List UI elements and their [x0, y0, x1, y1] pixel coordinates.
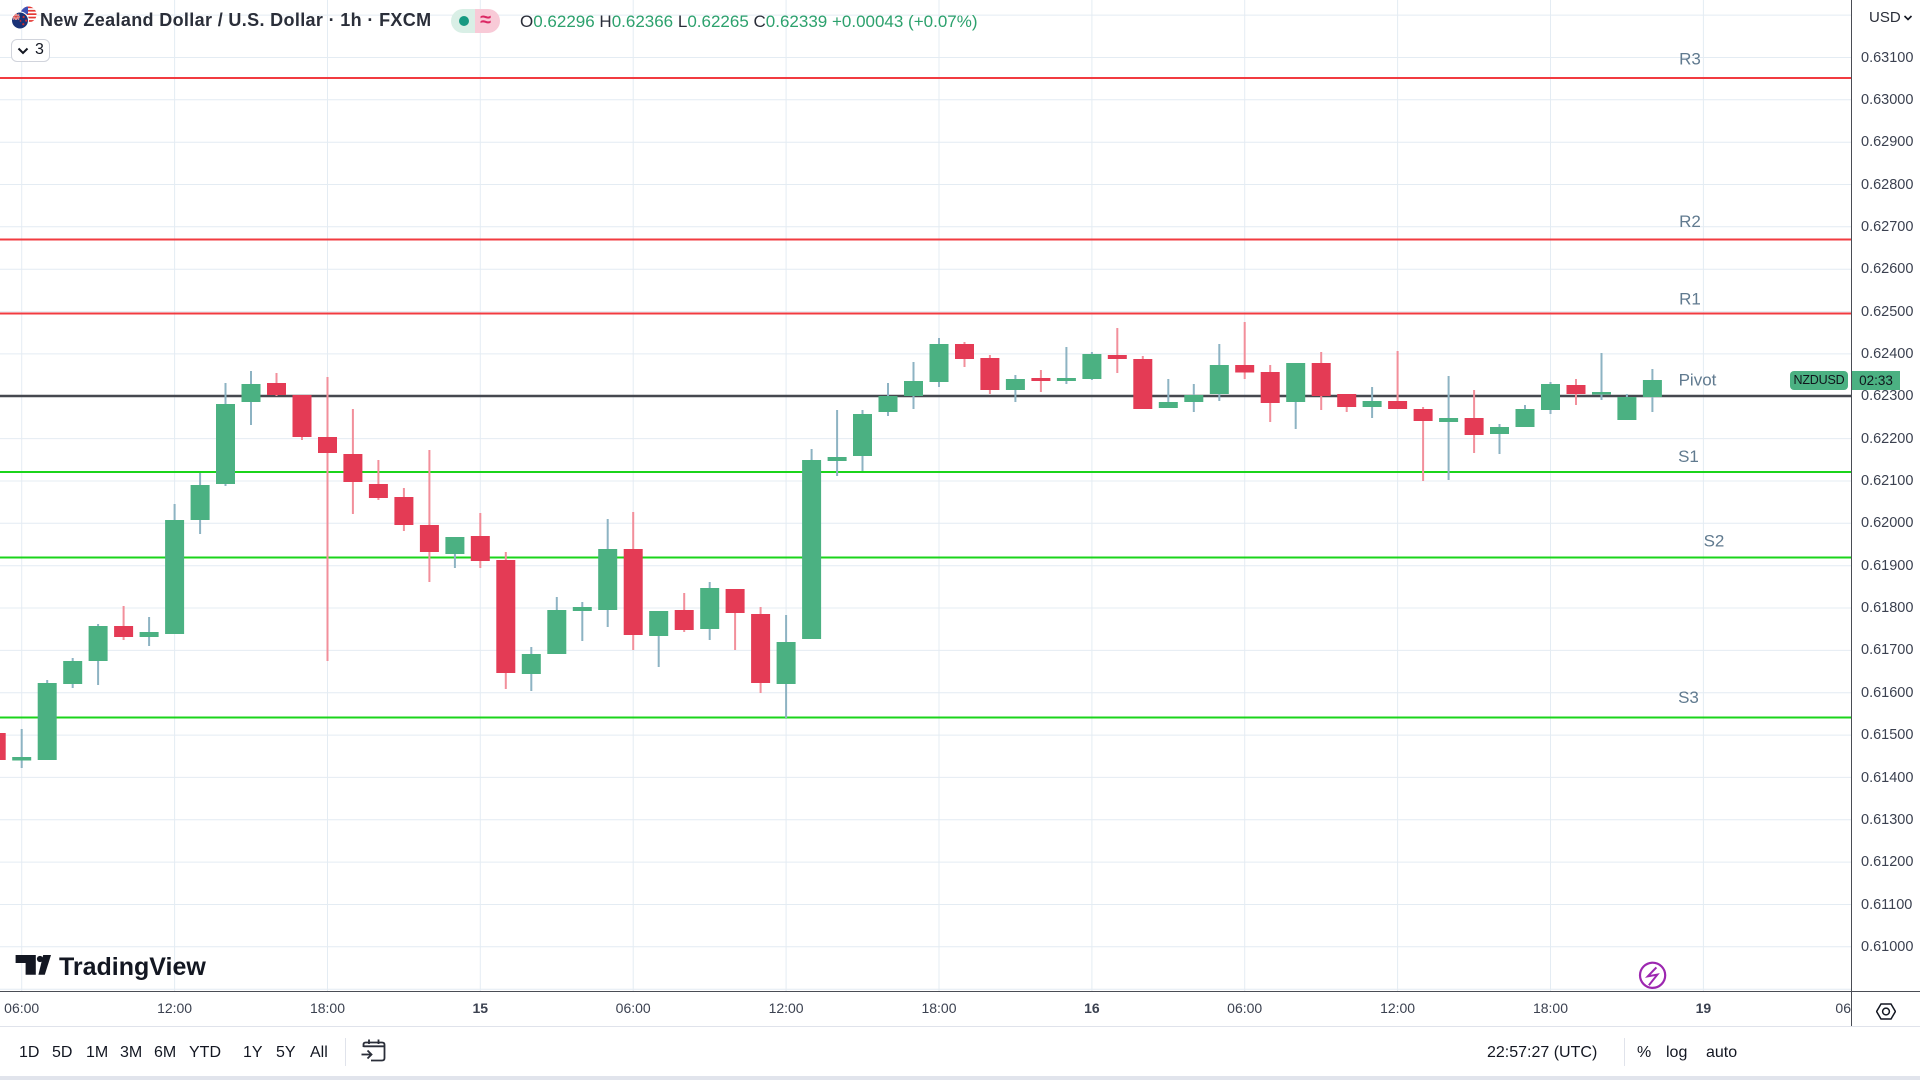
svg-text:R1: R1: [1679, 290, 1701, 309]
svg-text:S3: S3: [1678, 688, 1699, 707]
svg-text:S1: S1: [1678, 447, 1699, 466]
svg-text:R3: R3: [1679, 50, 1701, 69]
svg-text:Pivot: Pivot: [1679, 371, 1717, 390]
svg-text:TradingView: TradingView: [59, 953, 206, 981]
svg-text:R2: R2: [1679, 212, 1701, 231]
svg-text:S2: S2: [1704, 532, 1725, 551]
